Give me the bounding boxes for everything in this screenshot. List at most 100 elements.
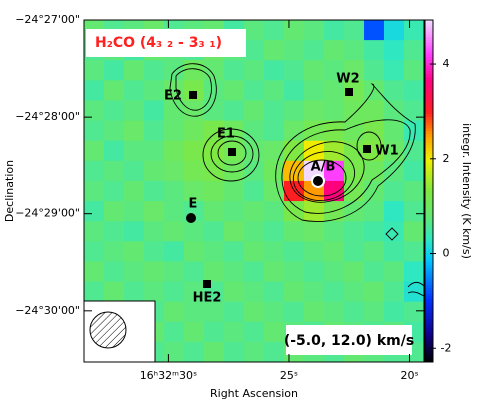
map-cell (344, 201, 365, 222)
map-cell (304, 20, 325, 41)
colorbar-segment (425, 45, 433, 49)
map-cell (84, 241, 105, 262)
map-cell (164, 321, 185, 343)
map-cell (184, 341, 205, 362)
contour (281, 119, 411, 214)
colorbar-segment (425, 139, 433, 144)
contour (202, 128, 260, 182)
source-marker (345, 88, 353, 96)
map-cell (364, 100, 385, 122)
colorbar-segment (425, 173, 433, 178)
map-cell (364, 40, 385, 61)
colorbar-segment (425, 250, 433, 255)
colorbar-segment (425, 191, 433, 195)
source-marker (189, 91, 197, 99)
map-cell (184, 281, 205, 303)
colorbar-frame (424, 19, 434, 363)
colorbar-segment (425, 319, 433, 323)
map-cell (264, 40, 285, 61)
map-cell (404, 201, 424, 222)
colorbar-segment (425, 265, 433, 269)
map-cell (184, 261, 205, 283)
map-cell (84, 140, 105, 162)
map-cell (264, 100, 285, 122)
map-cell (244, 281, 265, 303)
map-cell (184, 241, 205, 262)
map-cell (144, 221, 165, 242)
map-cell (204, 60, 225, 81)
map-cell (84, 80, 105, 101)
colorbar-segment (425, 65, 433, 69)
map-cell (264, 180, 285, 202)
source-label: W1 (375, 144, 398, 159)
map-cell (204, 140, 225, 162)
source-marker (186, 213, 196, 223)
map-cell (324, 100, 345, 122)
map-cell (104, 180, 125, 202)
colorbar-segment (425, 99, 433, 104)
map-cell (124, 261, 145, 283)
map-cell (184, 221, 205, 242)
map-cell (144, 201, 165, 222)
map-cell (144, 281, 165, 303)
map-cell (344, 120, 365, 142)
colorbar-segment (425, 31, 433, 35)
colorbar-segment (425, 205, 433, 209)
map-cell (364, 80, 385, 101)
colorbar-tick-label: -2 (441, 341, 452, 354)
map-cell (284, 120, 305, 142)
map-cell (304, 201, 325, 222)
map-cell (104, 140, 125, 162)
colorbar-segment (425, 128, 433, 132)
map-cell (164, 221, 185, 242)
map-cell (144, 160, 165, 182)
source-label: A/B (311, 160, 336, 175)
colorbar-segment (425, 324, 433, 329)
map-cell (404, 180, 424, 202)
map-cell (164, 140, 185, 162)
map-cell (164, 201, 185, 222)
map-cell (324, 241, 345, 262)
map-cell (184, 120, 205, 142)
colorbar-segment (425, 208, 433, 212)
map-cell (84, 120, 105, 142)
map-cell (124, 80, 145, 101)
map-cell (224, 221, 245, 242)
map-cell (224, 180, 245, 202)
colorbar-segment (425, 159, 433, 163)
map-cell (124, 100, 145, 122)
map-cell (284, 20, 305, 41)
colorbar-segment (425, 322, 433, 326)
map-cell (324, 221, 345, 242)
map-cell (244, 261, 265, 283)
map-cell (144, 140, 165, 162)
colorbar-segment (425, 239, 433, 243)
map-cell (244, 201, 265, 222)
colorbar-segment (425, 176, 433, 181)
map-cell (384, 20, 405, 41)
colorbar-segment (425, 273, 433, 277)
map-cell (244, 100, 265, 122)
map-cell (124, 180, 145, 202)
colorbar-segment (425, 111, 433, 115)
x-tick-label: 25ˢ (280, 369, 298, 382)
map-cell (304, 281, 325, 303)
map-cell (204, 100, 225, 122)
colorbar-segment (425, 307, 433, 312)
contour (169, 63, 217, 117)
map-cell (244, 140, 265, 162)
plot-frame (83, 19, 425, 363)
colorbar-segment (425, 188, 433, 192)
map-cell (384, 261, 405, 283)
map-cell (404, 241, 424, 262)
map-cell (384, 140, 405, 162)
colorbar-segment (425, 62, 433, 67)
colorbar-segment (425, 356, 433, 360)
map-cell (284, 301, 305, 323)
map-cell (264, 321, 285, 343)
map-cell (264, 201, 285, 222)
map-cell (244, 20, 265, 41)
map-cell (264, 80, 285, 101)
contour (175, 68, 212, 111)
